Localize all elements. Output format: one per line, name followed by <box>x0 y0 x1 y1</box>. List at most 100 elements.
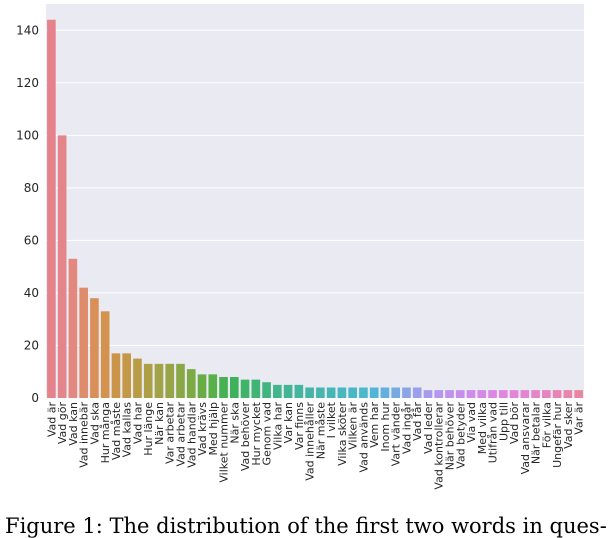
x-tick-label: Vad används <box>357 402 370 473</box>
x-tick-label: Hur länge <box>142 402 155 456</box>
x-tick-label: När kan <box>153 402 166 445</box>
bar <box>359 387 368 398</box>
bar <box>326 387 336 398</box>
plot-area <box>46 4 584 398</box>
bar <box>412 387 422 398</box>
y-tick-label: 140 <box>16 23 39 37</box>
bar <box>509 390 519 398</box>
x-tick-label: Vad får <box>411 402 424 442</box>
x-tick-label: Inom hur <box>379 402 392 452</box>
bar <box>369 387 379 398</box>
bar <box>186 369 196 398</box>
bar <box>100 311 110 398</box>
bar <box>563 390 573 398</box>
x-tick-label: Vad kan <box>67 402 80 446</box>
bar <box>197 374 207 398</box>
bar <box>531 390 540 398</box>
bar <box>434 390 444 398</box>
x-tick-label: Vad ansvarar <box>519 402 532 475</box>
x-tick-label: Vad ska <box>88 402 101 445</box>
x-tick-label: Vilken är <box>347 402 360 450</box>
bar <box>305 387 314 398</box>
x-tick-label: Var är <box>573 402 586 435</box>
bar <box>111 353 121 398</box>
x-tick-label: Med vilka <box>476 402 489 454</box>
x-tick-label: Med hjälp <box>207 402 220 456</box>
y-tick-label: 100 <box>16 128 39 142</box>
x-tick-label: Vem har <box>368 402 381 448</box>
bar <box>229 376 239 398</box>
bar <box>337 387 347 398</box>
x-tick-label: Vad kontrollerar <box>433 402 446 490</box>
x-tick-label: Vad bör <box>508 402 521 445</box>
x-tick-label: Vad behöver <box>239 402 252 472</box>
bar <box>294 384 304 398</box>
x-tick-label: Vilka sköter <box>336 402 349 466</box>
x-tick-label: Vad kallas <box>121 402 134 458</box>
x-tick-label: Vad krävs <box>196 402 209 456</box>
x-tick-label: Genom vad <box>261 402 274 465</box>
bar <box>520 390 530 398</box>
bar <box>262 382 271 398</box>
x-tick-label: Via vad <box>465 402 478 443</box>
x-tick-label: När måste <box>314 402 327 459</box>
bar <box>348 387 357 398</box>
bar <box>402 387 411 398</box>
bar <box>47 19 56 398</box>
bar <box>391 387 401 398</box>
bar <box>176 363 185 398</box>
bar <box>423 390 433 398</box>
x-tick-label: Vad gör <box>56 402 69 445</box>
x-tick-label: Hur många <box>99 402 112 463</box>
x-tick-label: Vad leder <box>422 402 435 454</box>
bar <box>552 390 562 398</box>
x-tick-label: Var finns <box>293 402 306 450</box>
bar <box>498 390 508 398</box>
y-tick-label: 40 <box>24 286 39 300</box>
x-tick-label: Var kan <box>282 402 295 443</box>
x-tick-label: Vart vänder <box>390 402 403 467</box>
bar <box>283 384 293 398</box>
x-tick-label: Hur mycket <box>250 401 263 465</box>
x-tick-label: Ungefär hur <box>551 402 564 468</box>
bar <box>240 379 250 398</box>
y-tick-label: 60 <box>24 233 39 247</box>
bar <box>488 390 497 398</box>
bar <box>122 353 132 398</box>
bar <box>68 258 78 398</box>
bar <box>133 358 142 398</box>
x-tick-label: När betalar <box>530 402 543 465</box>
y-tick-label: 120 <box>16 76 39 90</box>
x-tick-label: För vilka <box>540 402 553 448</box>
x-tick-label: När ska <box>228 402 241 444</box>
x-tick-label: Vad sker <box>562 402 575 449</box>
x-tick-label: Vilka har <box>271 402 284 451</box>
figure-caption: Figure 1: The distribution of the first … <box>5 514 607 538</box>
bar <box>316 387 325 398</box>
x-tick-label: Vad är <box>45 402 58 438</box>
x-tick-label: När behöver <box>444 402 457 471</box>
bar <box>273 384 282 398</box>
bar <box>445 390 454 398</box>
x-tick-label: Utifrån vad <box>487 402 500 463</box>
bar <box>251 379 261 398</box>
x-tick-label: Vad måste <box>110 402 123 460</box>
bar <box>574 390 583 398</box>
bar <box>466 390 476 398</box>
bars <box>47 19 583 399</box>
x-tick-label: Vad har <box>131 402 144 445</box>
x-tick-label: Vad handlar <box>185 402 198 468</box>
bar <box>57 135 67 399</box>
x-tick-label: Vilket nummer <box>218 402 231 483</box>
bar <box>219 376 228 398</box>
bar <box>542 390 551 398</box>
y-tick-label: 20 <box>24 338 39 352</box>
bar <box>477 390 487 398</box>
bar <box>455 390 465 398</box>
bar <box>90 298 99 398</box>
bar <box>208 374 218 398</box>
y-tick-label: 80 <box>24 181 39 195</box>
x-tick-label: Var arbetar <box>164 402 177 464</box>
